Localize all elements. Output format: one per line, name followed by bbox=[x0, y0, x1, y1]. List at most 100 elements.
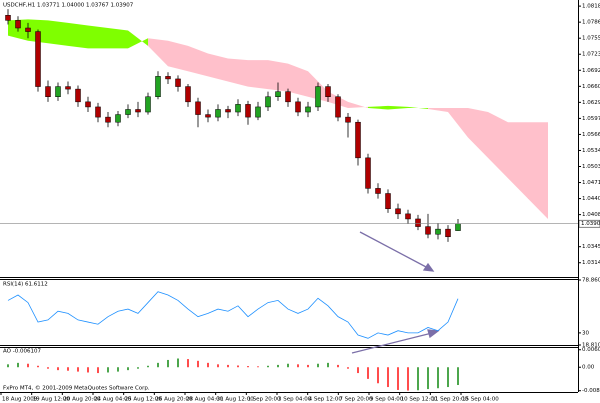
candle-body bbox=[95, 106, 101, 118]
ichimoku-cloud bbox=[68, 22, 88, 49]
ichimoku-cloud bbox=[88, 25, 108, 49]
y-tick-label: 18.8107 bbox=[582, 343, 600, 349]
y-tick-label: 1.05660 bbox=[582, 132, 600, 138]
candle-body bbox=[55, 86, 61, 97]
candle-body bbox=[235, 104, 241, 113]
y-tick-label: 0.00 bbox=[582, 365, 595, 371]
candle-body bbox=[345, 116, 351, 123]
y-tick-label: 78.8604 bbox=[582, 278, 600, 284]
y-tick-label: 30 bbox=[582, 330, 589, 336]
x-tick-label: 18 Aug 2009 bbox=[2, 397, 38, 403]
y-tick-label: 1.04715 bbox=[582, 180, 600, 186]
y-tick-label: 1.07235 bbox=[582, 52, 600, 58]
candle-body bbox=[15, 20, 21, 29]
candle-body bbox=[145, 96, 151, 113]
x-tick-label: 28 Aug 04:00 bbox=[186, 397, 224, 403]
y-tick-label: 1.03140 bbox=[582, 260, 600, 266]
ichimoku-cloud bbox=[108, 28, 128, 49]
ichimoku-cloud bbox=[208, 53, 228, 82]
y-tick-label: 1.05030 bbox=[582, 164, 600, 170]
candle-body bbox=[395, 208, 401, 215]
candle-body bbox=[445, 228, 451, 238]
ichimoku-cloud bbox=[508, 122, 528, 199]
candle-body bbox=[215, 109, 221, 118]
ichimoku-cloud bbox=[428, 107, 448, 113]
candle-body bbox=[115, 114, 121, 123]
candle-body bbox=[205, 114, 211, 118]
y-tick-label: 1.07550 bbox=[582, 36, 600, 42]
ichimoku-cloud bbox=[368, 105, 388, 110]
ichimoku-cloud bbox=[348, 101, 368, 108]
candle-body bbox=[315, 86, 321, 108]
y-tick-label: 1.07865 bbox=[582, 20, 600, 26]
candle-body bbox=[425, 226, 431, 235]
candle-body bbox=[75, 88, 81, 103]
current-price-box bbox=[578, 219, 600, 228]
y-tick-label: 1.03455 bbox=[582, 244, 600, 250]
candle-body bbox=[255, 106, 261, 118]
rsi-line bbox=[7, 291, 459, 339]
x-tick-label: 7 Sep 20:00 bbox=[339, 397, 373, 403]
candle-body bbox=[375, 188, 381, 194]
ao-title: AO -0.006107 bbox=[3, 349, 41, 355]
rsi-title: RSI(14) 61.6112 bbox=[3, 282, 48, 288]
ichimoku-cloud bbox=[408, 106, 428, 109]
ichimoku-cloud bbox=[148, 38, 168, 67]
y-tick-label: 1.05345 bbox=[582, 148, 600, 154]
candle-body bbox=[265, 96, 271, 108]
candle-body bbox=[135, 109, 141, 113]
y-tick-label: 1.04400 bbox=[582, 196, 600, 202]
x-tick-label: 19 Aug 12:00 bbox=[33, 397, 71, 403]
annotation-arrow bbox=[351, 231, 440, 354]
y-tick-label: 1.04085 bbox=[582, 212, 600, 218]
candle-body bbox=[65, 86, 71, 90]
ichimoku-cloud bbox=[188, 45, 208, 77]
candle-body bbox=[435, 228, 441, 235]
x-tick-label: 10 Sep 12:00 bbox=[401, 397, 438, 403]
y-tick-label: 1.05975 bbox=[582, 116, 600, 122]
candle-body bbox=[355, 121, 361, 159]
x-tick-label: 11 Sep 20:00 bbox=[431, 397, 468, 403]
candle-body bbox=[295, 101, 301, 113]
candle-body bbox=[455, 223, 461, 231]
candle-body bbox=[275, 91, 281, 97]
candle-body bbox=[25, 27, 31, 32]
y-tick-label: 1.08180 bbox=[582, 4, 600, 10]
ichimoku-cloud bbox=[288, 63, 308, 97]
ichimoku-cloud bbox=[48, 20, 68, 46]
ichimoku-cloud bbox=[488, 112, 508, 179]
candle-body bbox=[125, 109, 131, 115]
current-price-label: 1.03907 bbox=[581, 221, 600, 227]
candle-body bbox=[385, 193, 391, 210]
candle-body bbox=[195, 101, 201, 115]
x-tick-label: 24 Aug 04:00 bbox=[94, 397, 132, 403]
y-tick-label: 1.06605 bbox=[582, 84, 600, 90]
y-tick-label: 1.06290 bbox=[582, 100, 600, 106]
candle-body bbox=[35, 31, 41, 87]
x-tick-label: 4 Sep 12:00 bbox=[309, 397, 343, 403]
ichimoku-cloud bbox=[388, 105, 408, 110]
ichimoku-cloud bbox=[268, 60, 288, 92]
x-tick-label: 1 Sep 20:00 bbox=[247, 397, 281, 403]
candle-body bbox=[325, 86, 331, 97]
candle-body bbox=[305, 106, 311, 113]
candle-body bbox=[405, 213, 411, 220]
candle-body bbox=[85, 101, 91, 108]
x-tick-label: 26 Aug 20:00 bbox=[155, 397, 193, 403]
footer: FxPro MT4, © 2001-2009 MetaQuotes Softwa… bbox=[3, 385, 150, 392]
x-tick-label: 15 Sep 04:00 bbox=[462, 397, 499, 403]
candle-body bbox=[335, 96, 341, 118]
y-tick-label: -0.00806 bbox=[582, 388, 600, 394]
candle-body bbox=[165, 76, 171, 80]
candle-body bbox=[45, 86, 51, 97]
ichimoku-cloud bbox=[248, 60, 268, 90]
x-tick-label: 3 Sep 04:00 bbox=[278, 397, 312, 403]
y-tick-label: 1.06920 bbox=[582, 68, 600, 74]
ichimoku-cloud bbox=[448, 107, 468, 138]
candle-body bbox=[175, 78, 181, 87]
candle-body bbox=[365, 157, 371, 189]
ichimoku-cloud bbox=[168, 40, 188, 72]
